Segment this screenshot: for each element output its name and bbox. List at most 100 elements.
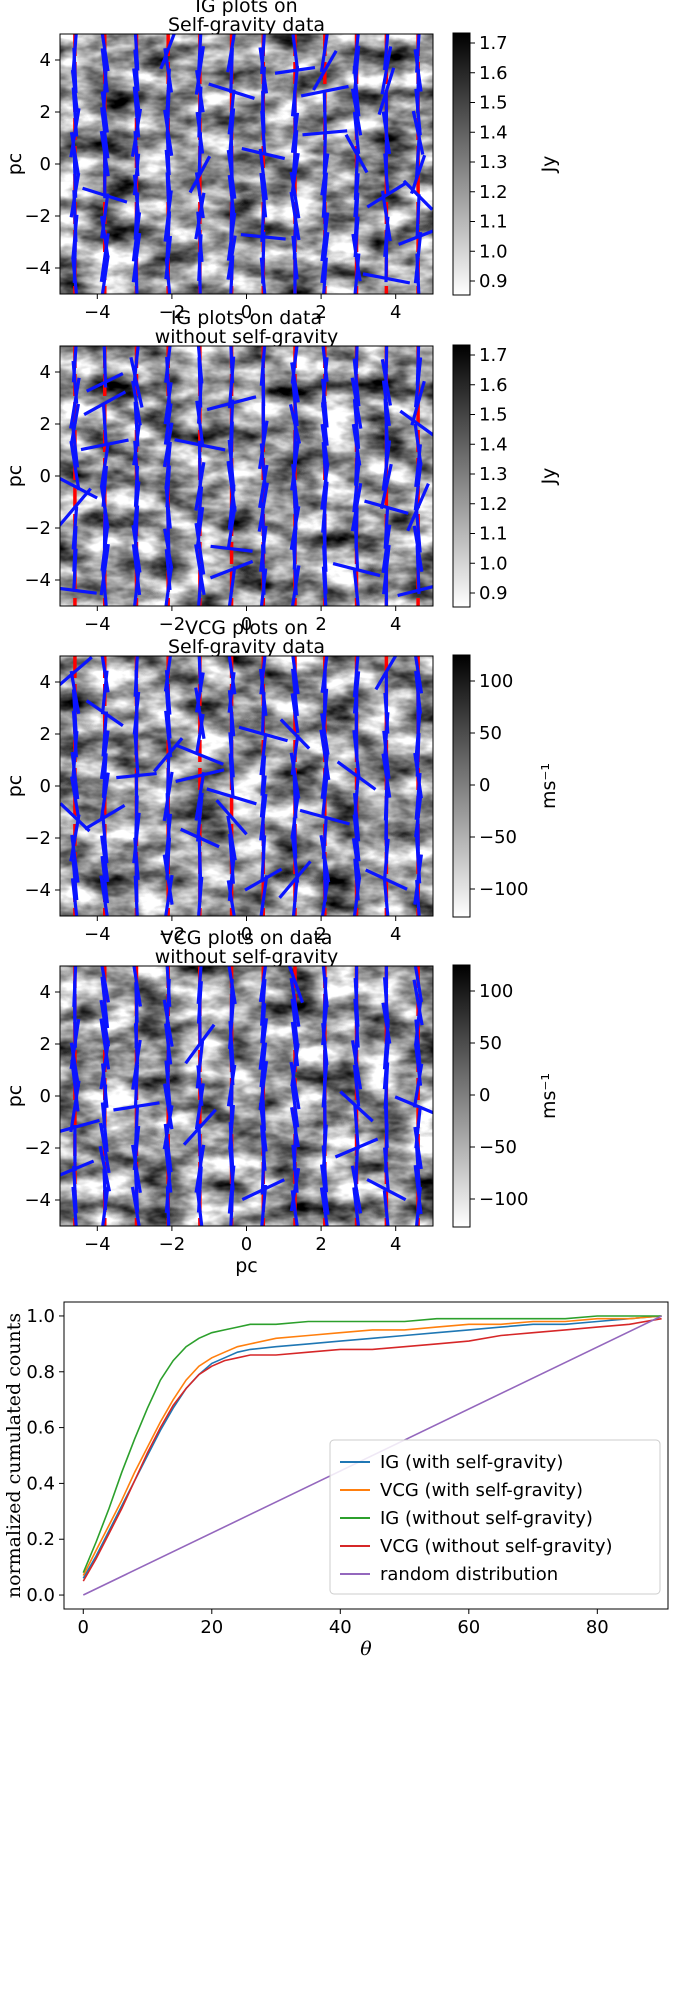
gradient-vector — [399, 409, 433, 437]
vector-overlay — [60, 966, 433, 1226]
gradient-vector — [383, 838, 390, 879]
gradient-vector — [164, 1060, 172, 1111]
x-tick-label: −2 — [159, 302, 186, 323]
gradient-vector — [227, 1165, 236, 1214]
gradient-vector — [290, 834, 300, 883]
gradient-vector — [289, 1061, 301, 1110]
gradient-vector — [80, 438, 129, 452]
gradient-vector — [352, 65, 361, 117]
gradient-vector — [352, 814, 361, 862]
gradient-vector — [60, 656, 93, 687]
gradient-vector — [320, 212, 330, 262]
y-tick-label: −4 — [24, 570, 51, 591]
gradient-vector — [312, 50, 338, 91]
gradient-vector — [352, 398, 361, 450]
gradient-vector — [332, 562, 381, 578]
gradient-vector — [382, 1190, 390, 1226]
colorbar-tick-label: 1.4 — [479, 122, 508, 143]
gradient-vector — [383, 34, 390, 71]
gradient-vector — [99, 1040, 111, 1090]
gradient-vector — [339, 1090, 374, 1123]
gradient-vector — [215, 799, 248, 836]
gradient-vector — [290, 362, 300, 403]
gradient-vector — [259, 257, 267, 294]
gradient-vector — [69, 814, 81, 862]
gradient-vector — [196, 486, 204, 528]
panel-title-line1: VCG plots on — [185, 617, 308, 639]
panel-title-line2: Self-gravity data — [168, 636, 325, 658]
gradient-vector — [194, 462, 206, 511]
colorbar-tick-label: 50 — [479, 1033, 502, 1054]
legend-entry: IG (without self-gravity) — [380, 1508, 593, 1529]
gradient-vector — [260, 692, 266, 735]
series-line-3 — [82, 1315, 662, 1574]
gradient-vector — [130, 1186, 141, 1226]
gradient-vector — [260, 1184, 268, 1226]
colorbar-tick-label: −50 — [479, 1137, 517, 1158]
gradient-vector — [99, 543, 110, 596]
gradient-vector — [350, 1165, 363, 1214]
y-tick-label: 0 — [40, 1086, 51, 1107]
colorbar-tick-label: 100 — [479, 981, 513, 1002]
gradient-vector — [226, 460, 237, 512]
gradient-vector — [350, 482, 363, 532]
cdf-y-tick-label: 0.8 — [26, 1362, 55, 1383]
gradient-vector — [210, 544, 253, 553]
gradient-vector — [382, 878, 390, 916]
gradient-vector — [414, 444, 422, 488]
colorbar-tick-label: 1.4 — [479, 434, 508, 455]
gradient-vector — [164, 874, 174, 916]
x-tick-label: 0 — [241, 924, 252, 945]
gradient-vector — [99, 1018, 111, 1070]
gradient-vector — [194, 46, 206, 95]
cdf-x-tick-label: 20 — [200, 1617, 223, 1638]
gradient-vector — [413, 854, 423, 905]
colorbar-tick-label: 1.0 — [479, 241, 508, 262]
x-tick-label: 2 — [315, 1234, 326, 1255]
gradient-vector — [290, 998, 300, 1048]
gradient-vector — [398, 229, 433, 246]
legend: IG (with self-gravity) VCG (with self-gra… — [329, 1439, 661, 1595]
panel-title-line2: Self-gravity data — [168, 14, 325, 36]
gradient-vector — [229, 47, 234, 94]
gradient-vector — [291, 876, 299, 916]
gradient-vector — [380, 46, 393, 95]
gradient-vector — [412, 979, 424, 1026]
gradient-vector — [159, 34, 176, 70]
y-tick-label: 2 — [40, 1034, 51, 1055]
gradient-vector — [352, 792, 361, 842]
gradient-vector — [351, 423, 362, 466]
vector-overlay — [60, 656, 424, 916]
cdf-y-axis-label: normalized cumulated counts — [3, 1313, 25, 1598]
gradient-vector — [380, 190, 392, 242]
gradient-vector — [290, 693, 300, 734]
gradient-vector — [238, 725, 288, 743]
gradient-vector — [291, 380, 299, 427]
gradient-vector — [229, 1190, 235, 1226]
gradient-vector — [226, 880, 236, 916]
gradient-vector — [258, 420, 269, 470]
gradient-vector — [99, 875, 109, 916]
gradient-vector — [258, 464, 269, 509]
gradient-vector — [175, 768, 225, 783]
gradient-vector — [98, 1122, 111, 1174]
gradient-vector — [195, 713, 205, 755]
gradient-vector — [101, 812, 109, 864]
gradient-vector — [350, 1040, 363, 1090]
gradient-vector — [383, 153, 390, 196]
gradient-vector — [241, 1178, 285, 1201]
gradient-vector — [260, 1143, 266, 1195]
gradient-vector — [162, 854, 174, 905]
legend-entry: VCG (without self-gravity) — [380, 1536, 613, 1557]
gradient-vector — [196, 792, 204, 842]
x-tick-label: 2 — [315, 302, 326, 323]
gradient-vector — [100, 34, 110, 72]
x-tick-label: −2 — [159, 1234, 186, 1255]
gradient-vector — [100, 966, 110, 1003]
gradient-vector — [194, 1083, 205, 1130]
gradient-vector — [100, 855, 110, 904]
gradient-vector — [258, 1018, 269, 1070]
gradient-vector — [365, 868, 408, 891]
gradient-vector — [69, 440, 81, 491]
legend-entry: IG (with self-gravity) — [380, 1452, 563, 1473]
